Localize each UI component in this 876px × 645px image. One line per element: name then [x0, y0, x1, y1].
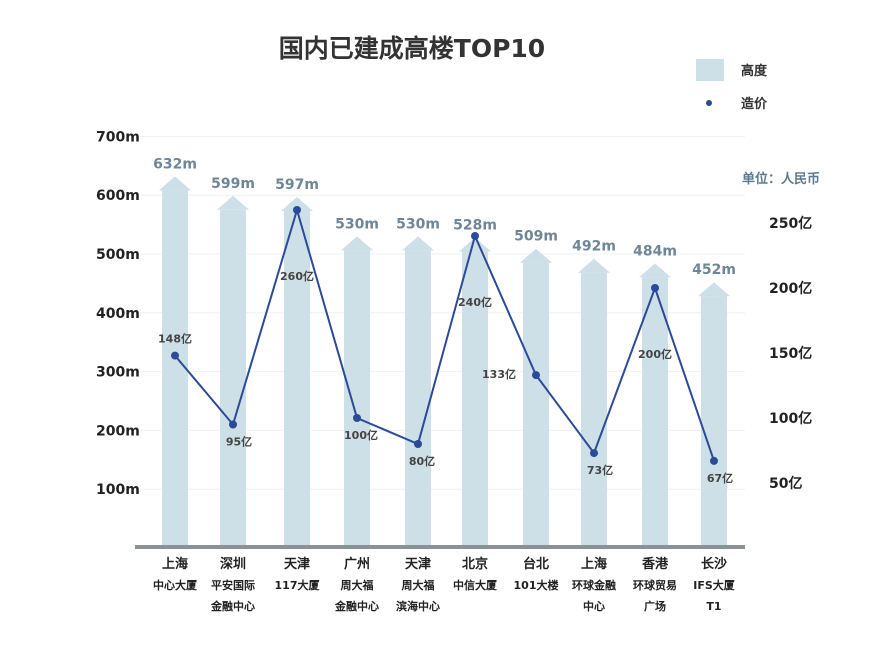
category-label: 长沙: [701, 556, 727, 572]
height-bar: [405, 250, 431, 549]
right-tick-label: 150亿: [769, 345, 812, 362]
height-bar: [701, 296, 727, 548]
cost-label: 95亿: [226, 435, 252, 449]
cost-label: 73亿: [587, 463, 613, 477]
category-label: 上海: [162, 556, 188, 572]
left-tick-label: 700m: [96, 129, 140, 145]
height-bar-arrow: [639, 263, 671, 278]
height-bar-arrow: [459, 237, 491, 252]
height-bar: [462, 251, 488, 548]
height-label: 484m: [633, 243, 677, 259]
category-label: 香港: [641, 556, 669, 572]
chart-title: 国内已建成高楼TOP10: [279, 34, 545, 63]
height-bar: [642, 277, 668, 548]
height-bar-arrow: [698, 282, 730, 297]
cost-point: [171, 351, 179, 360]
height-label: 530m: [396, 216, 440, 232]
cost-point: [710, 456, 718, 465]
height-bar: [581, 272, 607, 548]
category-label: 环球贸易: [633, 578, 677, 592]
category-label: 广州: [344, 556, 370, 572]
legend-swatch-height: [696, 59, 724, 81]
height-bar: [523, 262, 549, 548]
left-tick-label: 400m: [96, 306, 140, 322]
cost-label: 200亿: [638, 347, 672, 361]
height-label: 599m: [211, 176, 255, 192]
left-tick-label: 200m: [96, 423, 140, 439]
cost-point: [414, 440, 422, 448]
cost-label: 67亿: [707, 471, 733, 485]
height-bar: [344, 250, 370, 549]
cost-point: [353, 414, 361, 422]
height-label: 597m: [275, 177, 319, 193]
cost-point: [471, 232, 479, 240]
legend-label-height: 高度: [741, 63, 768, 79]
height-bar-arrow: [520, 248, 552, 263]
cost-line: [174, 206, 715, 462]
unit-note: 单位：人民币: [742, 171, 820, 187]
right-tick-label: 200亿: [769, 280, 812, 297]
category-label: 117大厦: [275, 578, 321, 592]
height-label: 530m: [335, 216, 379, 232]
category-label: 周大福: [341, 578, 374, 592]
category-label: 滨海中心: [396, 599, 440, 613]
height-bar-arrow: [578, 258, 610, 273]
cost-point: [651, 284, 659, 292]
left-tick-label: 300m: [96, 365, 140, 381]
left-tick-label: 100m: [96, 482, 140, 498]
left-tick-label: 500m: [96, 247, 140, 263]
category-label: 北京: [462, 556, 488, 572]
height-bar: [220, 209, 246, 548]
height-label: 492m: [572, 239, 616, 255]
category-label: 平安国际: [211, 578, 255, 592]
category-label: 中心: [583, 599, 605, 613]
cost-point: [590, 449, 598, 458]
legend-marker-cost: [706, 100, 712, 106]
category-label: IFS大厦: [693, 578, 736, 592]
left-tick-label: 600m: [96, 188, 140, 204]
height-bar-arrow: [217, 195, 249, 210]
cost-label: 100亿: [344, 428, 378, 442]
cost-point: [293, 206, 301, 214]
height-bar-arrow: [402, 236, 434, 251]
category-label: 广场: [644, 599, 666, 613]
category-label: 101大楼: [514, 578, 559, 592]
cost-label: 148亿: [158, 332, 192, 346]
right-tick-label: 250亿: [769, 215, 812, 232]
category-label: 周大福: [402, 578, 435, 592]
height-bar: [162, 190, 188, 548]
category-label: 中信大厦: [453, 578, 498, 592]
legend-label-cost: 造价: [741, 96, 768, 112]
height-label: 452m: [692, 262, 736, 278]
cost-label: 260亿: [280, 269, 314, 283]
category-label: 中心大厦: [153, 578, 198, 592]
right-tick-label: 50亿: [769, 475, 802, 492]
right-tick-label: 100亿: [769, 410, 812, 427]
category-label: 天津: [405, 556, 431, 572]
category-label: 台北: [523, 556, 549, 572]
cost-point: [532, 371, 540, 380]
category-label: 金融中心: [334, 599, 379, 613]
category-label: 环球金融: [572, 578, 616, 592]
category-label: 深圳: [220, 556, 246, 572]
category-label: 金融中心: [210, 599, 255, 613]
height-bar: [284, 210, 310, 549]
x-axis-line: [135, 545, 745, 549]
cost-label: 133亿: [482, 367, 516, 381]
category-label: T1: [706, 600, 721, 613]
height-bar-arrow: [341, 236, 373, 251]
cost-point: [229, 420, 237, 429]
category-label: 天津: [284, 556, 310, 572]
height-label: 528m: [453, 218, 497, 234]
height-label: 632m: [153, 156, 197, 172]
height-label: 509m: [514, 229, 558, 245]
height-bar-arrow: [159, 176, 191, 191]
height-bar-arrow: [281, 196, 313, 211]
category-label: 上海: [581, 556, 607, 572]
cost-label: 240亿: [458, 295, 492, 309]
cost-label: 80亿: [409, 454, 435, 468]
